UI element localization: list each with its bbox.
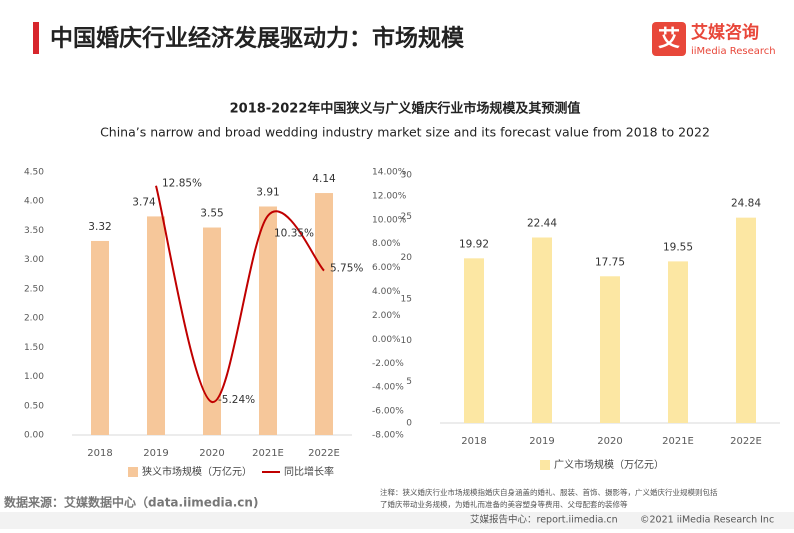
line-value-label: 5.75%	[330, 263, 363, 275]
logo-icon: 艾	[658, 27, 680, 52]
y-tick-label: 10	[401, 336, 413, 346]
y-tick-label: 5	[406, 377, 412, 387]
bar	[147, 216, 165, 435]
y2-tick-label: -6.00%	[372, 407, 404, 417]
bar	[259, 206, 277, 435]
growth-line	[155, 185, 325, 403]
line-value-label: 10.35%	[274, 228, 314, 240]
y-tick-label: 3.50	[24, 226, 44, 236]
x-tick-label: 2021E	[662, 436, 694, 447]
bar-value-label: 3.91	[256, 186, 279, 198]
bar-value-label: 24.84	[731, 198, 761, 210]
y2-tick-label: 4.00%	[372, 287, 401, 297]
y2-tick-label: 2.00%	[372, 311, 401, 321]
page-title: 中国婚庆行业经济发展驱动力：市场规模	[50, 25, 465, 52]
bar-value-label: 22.44	[527, 217, 557, 229]
y-tick-label: 2.50	[24, 284, 44, 294]
y-tick-label: 30	[401, 171, 413, 181]
x-tick-label: 2022E	[730, 436, 762, 447]
logo-icon-box	[652, 22, 686, 56]
bar	[203, 227, 221, 435]
y-tick-label: 3.00	[24, 255, 44, 265]
y-tick-label: 20	[401, 253, 413, 263]
bar	[668, 261, 688, 423]
bar	[91, 240, 109, 435]
bar-value-label: 3.32	[88, 221, 111, 233]
bar-value-label: 3.74	[132, 196, 156, 208]
copyright: ©2021 iiMedia Research Inc	[640, 515, 774, 526]
y-tick-label: 2.00	[24, 314, 44, 324]
chart-subtitle: China’s narrow and broad wedding industr…	[100, 125, 710, 140]
x-tick-label: 2021E	[252, 448, 284, 459]
y-tick-label: 25	[401, 212, 412, 222]
legend-swatch	[540, 460, 550, 470]
bar	[532, 237, 552, 423]
y-tick-label: 1.50	[24, 343, 44, 353]
y2-tick-label: 10.00%	[372, 215, 407, 225]
y2-tick-label: -4.00%	[372, 383, 404, 393]
bar-value-label: 19.55	[663, 241, 693, 253]
y-tick-label: 4.00	[24, 197, 44, 207]
y-tick-label: 0.00	[24, 431, 44, 441]
y2-tick-label: -8.00%	[372, 431, 404, 441]
y-tick-label: 15	[401, 295, 412, 305]
y2-tick-label: 6.00%	[372, 263, 401, 273]
x-tick-label: 2018	[461, 436, 486, 447]
legend-label: 广义市场规模（万亿元）	[554, 458, 664, 471]
bar-value-label: 19.92	[459, 238, 489, 250]
footer-bar	[0, 512, 794, 529]
x-tick-label: 2020	[199, 448, 224, 459]
report-center: 艾媒报告中心：report.iimedia.cn	[470, 514, 618, 526]
bar	[600, 276, 620, 423]
x-tick-label: 2018	[87, 448, 112, 459]
bar	[736, 217, 756, 423]
y-tick-label: 1.00	[24, 372, 44, 382]
legend-label: 同比增长率	[284, 465, 334, 478]
y-tick-label: 0	[406, 419, 412, 429]
y2-tick-label: 14.00%	[372, 168, 407, 178]
chart-title: 2018-2022年中国狭义与广义婚庆行业市场规模及其预测值	[230, 101, 581, 117]
bar-value-label: 3.55	[200, 208, 223, 220]
y2-tick-label: -2.00%	[372, 359, 404, 369]
bar-value-label: 17.75	[595, 256, 625, 268]
x-tick-label: 2022E	[308, 448, 340, 459]
legend-label: 狭义市场规模（万亿元）	[142, 465, 252, 478]
bar	[464, 258, 484, 423]
note: 注释：狭义婚庆行业市场规模指婚庆自身涵盖的婚礼、服装、首饰、摄影等，广义婚庆行业…	[380, 487, 718, 497]
y-tick-label: 4.50	[24, 168, 44, 178]
bar	[315, 193, 333, 435]
y-tick-label: 0.50	[24, 401, 44, 411]
logo-name: 艾媒咨询	[691, 22, 759, 43]
y2-tick-label: 0.00%	[372, 335, 401, 345]
title-marker	[33, 22, 39, 54]
legend-swatch	[128, 467, 138, 477]
bar-value-label: 4.14	[312, 173, 336, 185]
line-value-label: -5.24%	[218, 394, 255, 406]
source: 数据来源：艾媒数据中心（data.iimedia.cn)	[4, 495, 258, 510]
x-tick-label: 2020	[597, 436, 622, 447]
y2-tick-label: 8.00%	[372, 239, 401, 249]
line-value-label: 12.85%	[162, 178, 202, 190]
logo-sub: iiMedia Research	[691, 46, 776, 57]
note: 了婚庆带动业务规模，为婚礼而准备的美容塑身等费用、父母配套的装修等	[380, 499, 628, 509]
y2-tick-label: 12.00%	[372, 191, 407, 201]
x-tick-label: 2019	[529, 436, 554, 447]
x-tick-label: 2019	[143, 448, 168, 459]
